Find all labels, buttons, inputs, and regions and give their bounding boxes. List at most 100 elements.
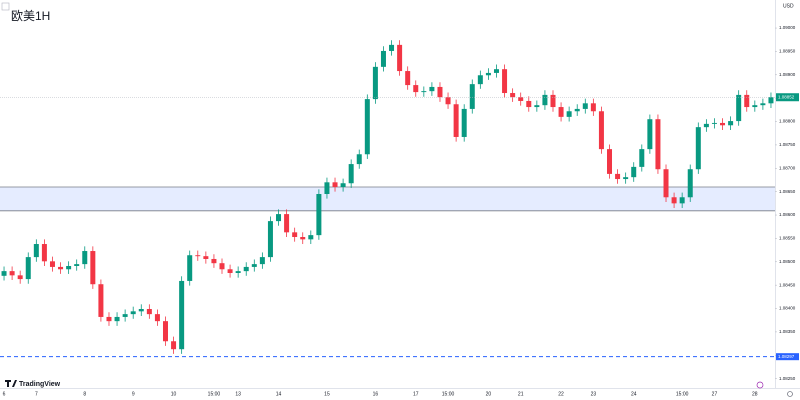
x-tick-label: 23 [591,391,597,397]
candle-body [251,264,257,267]
support-zone [0,186,775,211]
candle-body [437,86,443,98]
candle-body [284,214,290,233]
chart-title: 欧美1H [11,9,50,23]
candle-body [259,257,265,265]
y-tick-label: 1.09000 [779,25,796,30]
y-tick-label: 1.08950 [779,49,796,54]
x-tick-label: 15:00 [208,391,221,397]
candle-body [154,314,160,322]
candle-body [461,108,467,137]
candle-body [582,103,588,109]
logo-icon [5,380,17,387]
hline-label: 1.08297 [778,354,795,359]
candle-body [413,85,419,93]
candle-body [243,266,249,272]
candle-body [138,308,144,312]
candle-body [421,91,427,93]
last-price-label: 1.08852 [778,94,795,99]
x-tick-label: 21 [518,391,524,397]
candle-body [106,316,112,322]
candle-body [162,321,168,342]
candle-body [58,266,64,270]
candle-body [98,284,104,317]
candle-body [332,182,338,187]
brand-name: TradingView [19,381,61,388]
candle-body [752,105,758,108]
y-tick-label: 1.08700 [779,165,796,170]
y-tick-label: 1.08800 [779,119,796,124]
candle-body [598,111,604,150]
candle-body [445,97,451,105]
x-tick-label: 9 [132,391,135,397]
y-tick-label: 1.08250 [779,376,796,381]
currency-label[interactable]: USD [783,3,794,9]
candle-body [171,341,177,350]
candle-body [397,44,403,72]
candle-body [671,197,677,204]
candle-body [711,122,717,124]
candle-body [292,232,298,238]
candle-body [316,194,322,236]
candle-body [760,103,766,106]
x-tick-label: 15 [324,391,330,397]
y-tick-label: 1.08400 [779,306,796,311]
y-tick-label: 1.08650 [779,189,796,194]
candle-body [17,275,23,280]
candle-body [146,308,152,315]
x-tick-label: 14 [276,391,282,397]
candle-body [607,149,613,174]
y-tick-label: 1.08500 [779,259,796,264]
candle-body [356,154,362,165]
candle-body [469,84,475,109]
candle-body [114,316,120,322]
candle-body [41,244,47,262]
candle-body [372,66,378,100]
y-tick-label: 1.08550 [779,236,796,241]
x-tick-label: 10 [171,391,177,397]
candle-body [477,75,483,85]
candle-body [380,50,386,67]
candle-body [679,197,685,204]
candle-body [655,119,661,170]
x-tick-label: 28 [752,391,758,397]
candle-body [405,71,411,86]
plot [0,40,775,358]
candle-body [518,97,524,101]
candle-body [574,108,580,112]
x-tick-label: 13 [235,391,241,397]
candle-body [687,169,693,198]
event-marker[interactable] [756,381,764,389]
symbol-box[interactable] [1,2,10,11]
candle-body [623,177,629,180]
x-tick-label: 17 [413,391,419,397]
candle-body [9,271,15,276]
x-tick-label: 27 [712,391,718,397]
candle-body [195,255,201,257]
candle-body [639,149,645,167]
settings-icon[interactable] [787,391,793,397]
candle-body [187,255,193,281]
candle-body [300,237,306,240]
candle-body [736,94,742,122]
candle-body [493,69,499,73]
candle-body [324,182,330,194]
candle-body [219,263,225,270]
candle-body [768,97,774,104]
x-tick-label: 15:00 [676,391,689,397]
candle-body [130,311,136,315]
candle-body [566,111,572,117]
candle-body [510,93,516,98]
x-tick-label: 22 [558,391,564,397]
x-tick-label: 20 [486,391,492,397]
candle-body [33,244,39,258]
candle-body [267,221,273,258]
candle-body [526,100,532,108]
x-tick-label: 16 [373,391,379,397]
candle-body [276,214,282,222]
hline-label-bg [776,353,799,361]
candle-body [235,271,241,274]
candle-body [695,127,701,170]
candle-body [82,251,88,265]
